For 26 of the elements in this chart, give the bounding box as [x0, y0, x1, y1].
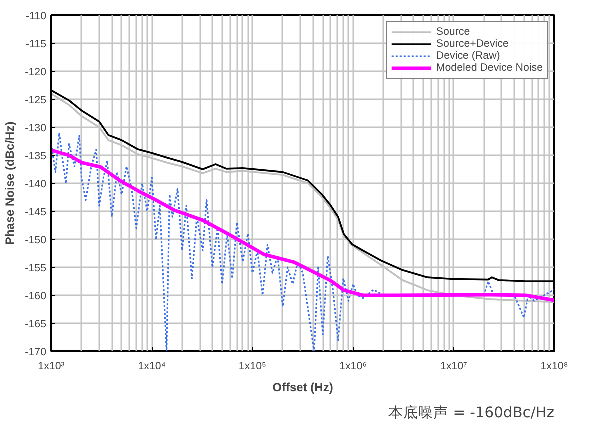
y-tick-label: -130 — [25, 122, 47, 134]
y-tick-label: -120 — [25, 66, 47, 78]
y-tick-label: -145 — [25, 206, 47, 218]
y-tick-label: -125 — [25, 94, 47, 106]
y-tick-label: -155 — [25, 262, 47, 274]
text: 本底噪声 = -160dBc/Hz — [388, 404, 555, 422]
x-tick-label: 1x10⁷ — [440, 360, 468, 372]
y-axis-title: Phase Noise (dBc/Hz) — [3, 122, 18, 246]
legend-label: Modeled Device Noise — [436, 62, 543, 74]
x-tick-label: 1x10³ — [38, 360, 66, 372]
legend-label: Source — [436, 26, 470, 38]
x-tick-label: 1x10⁴ — [138, 360, 166, 372]
y-tick-label: -170 — [25, 346, 47, 358]
y-tick-label: -115 — [26, 38, 47, 50]
y-tick-label: -150 — [25, 234, 47, 246]
legend-label: Source+Device — [436, 38, 509, 50]
x-tick-label: 1x10⁶ — [340, 360, 368, 372]
y-tick-label: -110 — [26, 10, 47, 22]
x-axis-title: Offset (Hz) — [272, 380, 334, 394]
x-tick-label: 1x10⁵ — [238, 360, 266, 372]
y-tick-label: -160 — [25, 290, 47, 302]
y-tick-label: -140 — [25, 178, 47, 190]
y-tick-label: -135 — [25, 150, 47, 162]
legend-label: Device (Raw) — [436, 50, 500, 62]
x-tick-label: 1x10⁸ — [540, 360, 568, 372]
y-tick-label: -165 — [25, 318, 47, 330]
